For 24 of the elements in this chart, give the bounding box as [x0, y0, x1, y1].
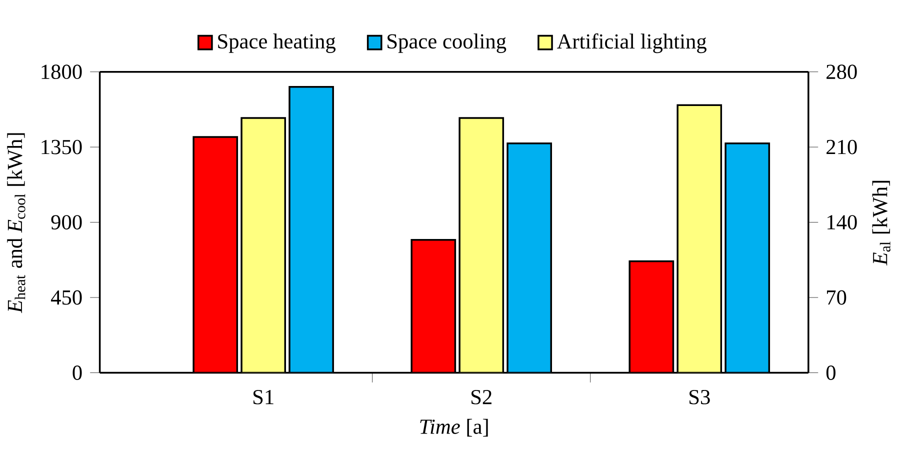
y-tick-label: 1350: [42, 140, 82, 154]
y2-tick-label: 0: [826, 366, 836, 380]
y-tick-label: 900: [51, 215, 82, 230]
legend-label: Space heating: [218, 34, 336, 54]
y2-tick-label: 70: [827, 290, 846, 305]
y-axis-title: E$_{heat}$ and E$_{cool}$ [kWh]: [7, 133, 26, 314]
y2-tick-label: 140: [827, 215, 857, 230]
bar: [724, 142, 770, 373]
y-tick-label: 450: [50, 290, 82, 305]
x-tick-label: S1: [253, 390, 274, 404]
x-tick-label: S2: [472, 390, 492, 404]
y-tick-label: 1800: [42, 64, 82, 80]
bar: [508, 143, 552, 373]
legend-label: Space cooling: [388, 34, 506, 54]
bar: [289, 86, 334, 373]
x-tick-label: S3: [690, 390, 710, 404]
legend-label: Artificial lighting: [556, 33, 706, 54]
x-axis-title: Time [a]: [420, 418, 488, 437]
y2-tick-label: 210: [826, 140, 857, 154]
bar: [412, 240, 456, 373]
y2-axis-title: E$_{al}$ [kWh]: [872, 180, 890, 266]
y-tick-label: 0: [72, 366, 82, 380]
y2-tick-label: 280: [826, 64, 857, 80]
bar: [194, 137, 238, 373]
